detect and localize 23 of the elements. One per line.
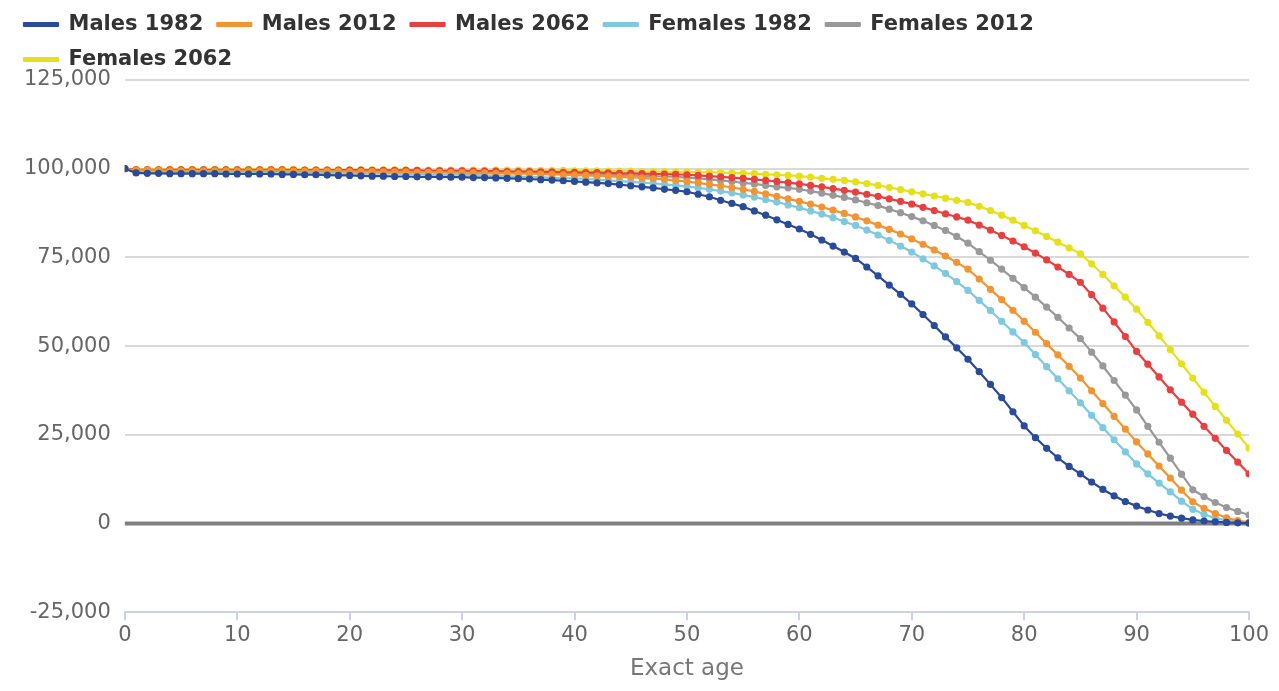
- y-tick-label: -25,000: [29, 598, 111, 623]
- x-tick-label: 60: [785, 622, 813, 647]
- x-tick-label: 10: [223, 622, 251, 647]
- y-tick-label: 50,000: [37, 332, 111, 357]
- x-tick-label: 40: [561, 622, 588, 647]
- y-tick-label: 0: [97, 509, 111, 534]
- legend-label: Females 1982: [648, 10, 812, 35]
- x-axis-title: Exact age: [629, 654, 744, 681]
- legend-label: Females 2012: [870, 10, 1034, 35]
- y-tick-label: 100,000: [24, 155, 111, 180]
- x-tick-label: 80: [1010, 622, 1038, 647]
- x-tick-label: 20: [336, 622, 364, 647]
- x-tick-label: 30: [448, 622, 476, 647]
- legend-label: Males 1982: [68, 10, 204, 35]
- x-tick-label: 50: [673, 622, 701, 647]
- x-tick-label: 70: [898, 622, 926, 647]
- x-tick-label: 0: [118, 622, 132, 647]
- x-tick-label: 90: [1123, 622, 1150, 647]
- y-tick-label: 25,000: [37, 421, 111, 446]
- legend-label: Males 2012: [261, 10, 397, 35]
- y-tick-label: 75,000: [37, 243, 111, 268]
- legend-label: Males 2062: [455, 10, 590, 35]
- x-tick-label: 100: [1228, 622, 1270, 647]
